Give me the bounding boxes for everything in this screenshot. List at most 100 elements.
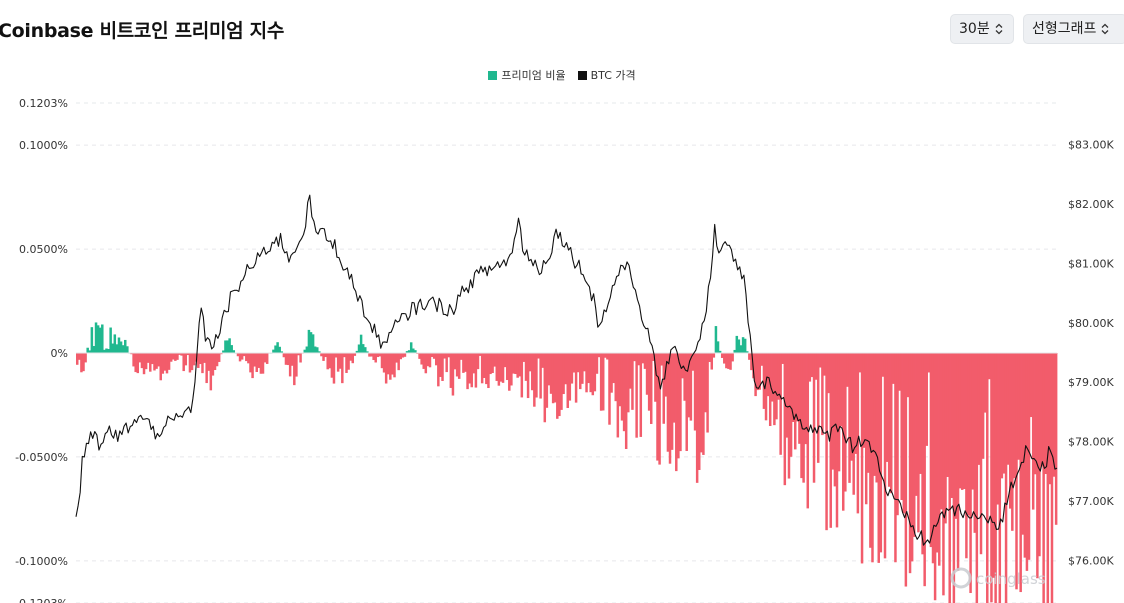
premium-bar[interactable] <box>113 334 117 353</box>
premium-bar[interactable] <box>656 353 659 461</box>
premium-bar[interactable] <box>672 353 676 423</box>
premium-bar[interactable] <box>349 353 352 361</box>
premium-bar[interactable] <box>587 353 590 384</box>
premium-bar[interactable] <box>599 353 603 411</box>
premium-bar[interactable] <box>606 353 609 360</box>
premium-bar[interactable] <box>320 353 323 357</box>
premium-bar[interactable] <box>956 353 960 571</box>
premium-bar[interactable] <box>804 353 807 445</box>
premium-bar[interactable] <box>695 353 699 483</box>
premium-bar[interactable] <box>635 353 638 438</box>
premium-bar[interactable] <box>224 340 227 353</box>
premium-bar[interactable] <box>933 353 937 601</box>
premium-bar[interactable] <box>96 325 100 353</box>
premium-bar[interactable] <box>835 353 839 528</box>
premium-bar[interactable] <box>501 353 505 383</box>
premium-bar[interactable] <box>1017 353 1020 460</box>
premium-bar[interactable] <box>547 353 551 386</box>
premium-bar[interactable] <box>462 353 465 373</box>
premium-bar[interactable] <box>422 353 425 369</box>
premium-bar[interactable] <box>90 327 94 353</box>
premium-bar[interactable] <box>217 353 221 362</box>
premium-bar[interactable] <box>115 344 119 353</box>
premium-bar[interactable] <box>541 353 544 368</box>
premium-bar[interactable] <box>512 353 515 374</box>
premium-bar[interactable] <box>929 353 933 548</box>
premium-bar[interactable] <box>163 353 167 371</box>
premium-bar[interactable] <box>457 353 461 379</box>
premium-bar[interactable] <box>86 347 89 353</box>
premium-bar[interactable] <box>111 343 114 353</box>
premium-bar[interactable] <box>535 353 538 398</box>
premium-bar[interactable] <box>82 353 85 372</box>
premium-bar[interactable] <box>639 353 643 437</box>
premium-bar[interactable] <box>428 353 432 368</box>
premium-bar[interactable] <box>612 353 615 384</box>
premium-bar[interactable] <box>641 353 645 364</box>
premium-bar[interactable] <box>355 350 359 353</box>
premium-bar[interactable] <box>700 353 703 453</box>
premium-bar[interactable] <box>802 353 805 483</box>
premium-bar[interactable] <box>850 353 853 461</box>
premium-bar[interactable] <box>946 353 949 477</box>
premium-bar[interactable] <box>935 353 939 553</box>
premium-bar[interactable] <box>157 353 160 367</box>
premium-bar[interactable] <box>88 350 92 353</box>
premium-bar[interactable] <box>963 353 966 489</box>
premium-bar[interactable] <box>733 349 736 353</box>
premium-bar[interactable] <box>698 353 701 470</box>
premium-bar[interactable] <box>927 353 931 373</box>
premium-bar[interactable] <box>967 353 970 516</box>
premium-bar[interactable] <box>975 353 979 603</box>
premium-bar[interactable] <box>286 353 290 366</box>
premium-bar[interactable] <box>420 353 423 365</box>
premium-bar[interactable] <box>727 353 730 369</box>
premium-bar[interactable] <box>432 353 436 359</box>
premium-bar[interactable] <box>986 353 989 603</box>
premium-bar[interactable] <box>192 353 196 366</box>
premium-bar[interactable] <box>403 353 407 357</box>
premium-bar[interactable] <box>971 353 974 490</box>
premium-bar[interactable] <box>983 353 987 413</box>
premium-bar[interactable] <box>604 353 607 358</box>
premium-bar[interactable] <box>359 334 363 353</box>
premium-bar[interactable] <box>906 353 910 398</box>
premium-bar[interactable] <box>558 353 561 417</box>
premium-bar[interactable] <box>366 351 369 353</box>
premium-bar[interactable] <box>789 353 793 457</box>
premium-bar[interactable] <box>892 353 895 384</box>
premium-bar[interactable] <box>864 353 868 505</box>
premium-bar[interactable] <box>242 353 246 357</box>
premium-bar[interactable] <box>771 353 774 402</box>
premium-bar[interactable] <box>487 353 490 389</box>
premium-bar[interactable] <box>572 353 576 373</box>
premium-bar[interactable] <box>576 353 580 373</box>
premium-bar[interactable] <box>505 353 509 381</box>
premium-bar[interactable] <box>787 353 791 479</box>
premium-bar[interactable] <box>844 353 847 492</box>
premium-bar[interactable] <box>140 353 144 369</box>
premium-bar[interactable] <box>470 353 473 388</box>
premium-bar[interactable] <box>560 353 563 410</box>
premium-bar[interactable] <box>614 353 617 402</box>
premium-bar[interactable] <box>326 353 329 370</box>
premium-bar[interactable] <box>347 353 350 370</box>
premium-bar[interactable] <box>823 353 826 376</box>
premium-bar[interactable] <box>103 349 106 353</box>
premium-bar[interactable] <box>176 353 179 360</box>
premium-bar[interactable] <box>309 332 313 353</box>
legend-item-btc-price[interactable]: BTC 가격 <box>577 67 636 83</box>
premium-bar[interactable] <box>293 353 296 386</box>
premium-bar[interactable] <box>923 353 926 587</box>
premium-bar[interactable] <box>564 353 567 385</box>
premium-bar[interactable] <box>1034 353 1037 475</box>
premium-bar[interactable] <box>455 353 459 377</box>
premium-bar[interactable] <box>622 353 626 432</box>
premium-bar[interactable] <box>950 353 954 499</box>
premium-bar[interactable] <box>303 349 306 353</box>
premium-bar[interactable] <box>313 346 317 353</box>
premium-bar[interactable] <box>624 353 628 449</box>
premium-bar[interactable] <box>468 353 471 384</box>
premium-bar[interactable] <box>862 353 866 448</box>
premium-bar[interactable] <box>758 353 762 390</box>
